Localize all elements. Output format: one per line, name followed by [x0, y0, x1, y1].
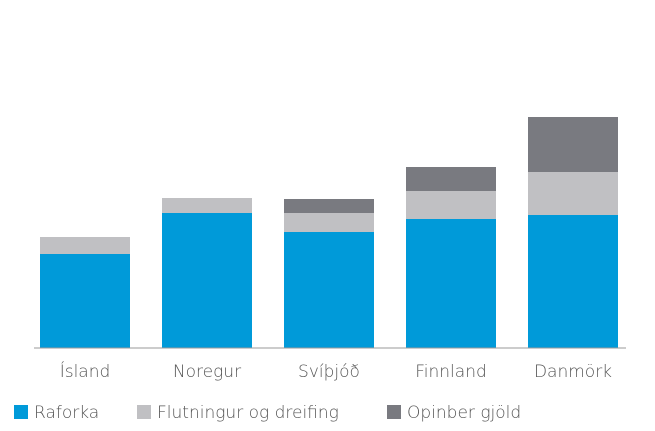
x-tick-label: Svíþjóð: [298, 362, 360, 382]
bar-segment: [406, 191, 496, 219]
legend-label: Raforka: [34, 403, 99, 423]
bar-segment: [40, 237, 130, 254]
x-tick-label: Ísland: [60, 360, 111, 382]
bar-segment: [284, 199, 374, 213]
x-tick-label: Noregur: [173, 362, 241, 382]
bar-segment: [284, 213, 374, 232]
bar-segment: [528, 117, 618, 172]
legend-label: Flutningur og dreifing: [157, 403, 339, 423]
bar-segment: [284, 232, 374, 348]
bar-segment: [406, 167, 496, 191]
bar-segment: [528, 172, 618, 215]
bar-segment: [528, 215, 618, 348]
bar-segment: [406, 219, 496, 348]
bar-segment: [162, 213, 252, 348]
x-tick-label: Finnland: [415, 362, 487, 382]
legend-swatch: [137, 405, 151, 419]
legend-label: Opinber gjöld: [407, 403, 521, 423]
legend-swatch: [14, 405, 28, 419]
x-tick-label: Danmörk: [534, 362, 612, 382]
legend-swatch: [387, 405, 401, 419]
bar-segment: [162, 198, 252, 213]
bar-segment: [40, 254, 130, 348]
